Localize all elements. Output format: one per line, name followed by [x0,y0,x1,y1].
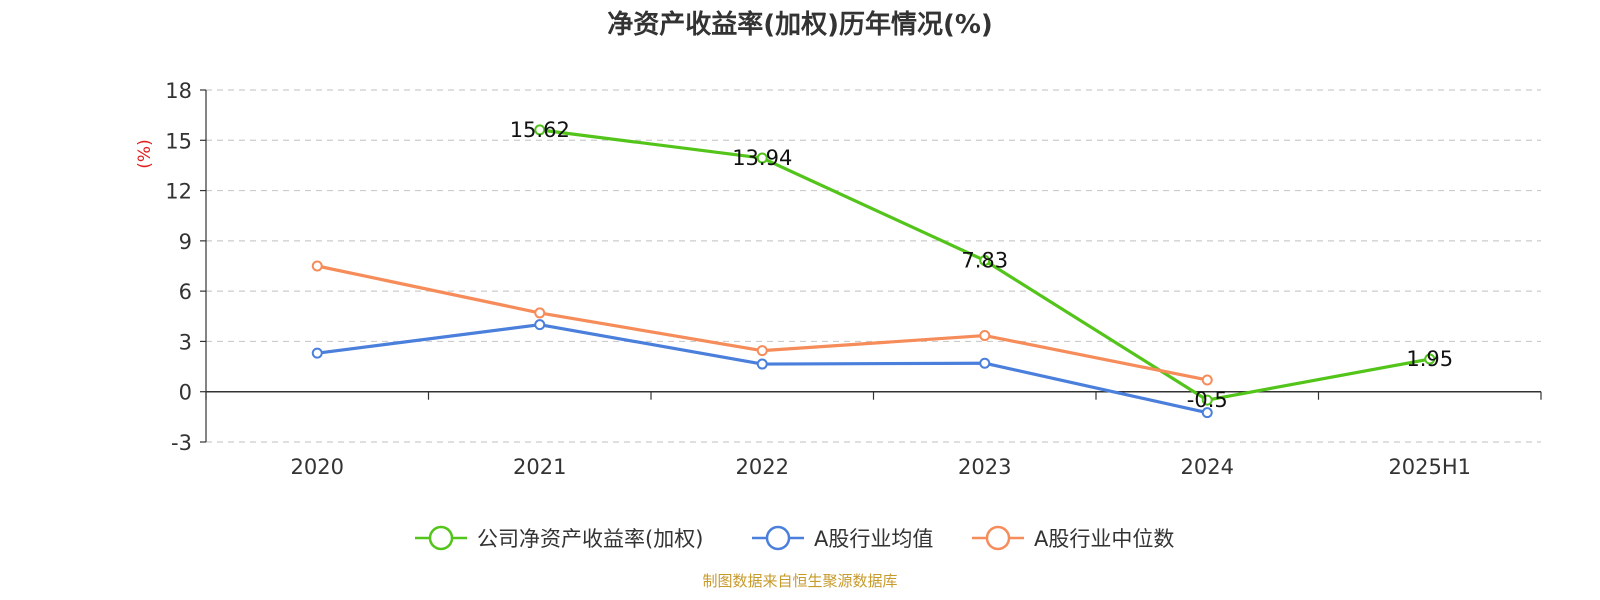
chart-title: 净资产收益率(加权)历年情况(%) [607,10,993,40]
data-point-2 [756,345,768,357]
data-point-0 [1201,394,1213,406]
x-tick-label: 2024 [1181,455,1234,479]
y-tick-label: -3 [171,431,192,455]
data-label: 1.95 [1406,347,1453,371]
source-note: 制图数据来自恒生聚源数据库 [702,572,898,590]
data-point-2 [979,330,991,342]
y-axis-label: (%) [135,139,155,168]
y-tick-label: 9 [179,230,192,254]
data-point-0 [756,152,768,164]
data-point-1 [979,357,991,369]
data-point-2 [1201,374,1213,386]
data-point-0 [1424,353,1436,365]
x-tick-label: 2023 [958,455,1011,479]
data-point-2 [534,307,546,319]
x-tick-label: 2025H1 [1388,455,1471,479]
legend-marker [428,525,454,551]
data-point-2 [311,260,323,272]
y-tick-label: 12 [165,180,192,204]
data-label: 13.94 [732,146,792,170]
data-point-1 [1201,407,1213,419]
y-tick-label: 18 [165,79,192,103]
y-tick-label: 15 [165,129,192,153]
data-point-1 [534,319,546,331]
x-tick-label: 2022 [736,455,789,479]
data-label: 15.62 [510,118,570,142]
y-tick-label: 3 [179,330,192,354]
x-tick-label: 2021 [513,455,566,479]
data-point-0 [979,254,991,266]
legend-label: A股行业均值 [814,527,933,551]
y-tick-label: 0 [179,381,192,405]
x-tick-label: 2020 [291,455,344,479]
legend-label: A股行业中位数 [1034,527,1174,551]
data-point-1 [756,358,768,370]
data-point-1 [311,347,323,359]
legend-marker [765,525,791,551]
legend-marker [985,525,1011,551]
legend-label: 公司净资产收益率(加权) [477,527,703,551]
data-label: 7.83 [961,248,1008,272]
y-tick-label: 6 [179,280,192,304]
data-point-0 [534,124,546,136]
